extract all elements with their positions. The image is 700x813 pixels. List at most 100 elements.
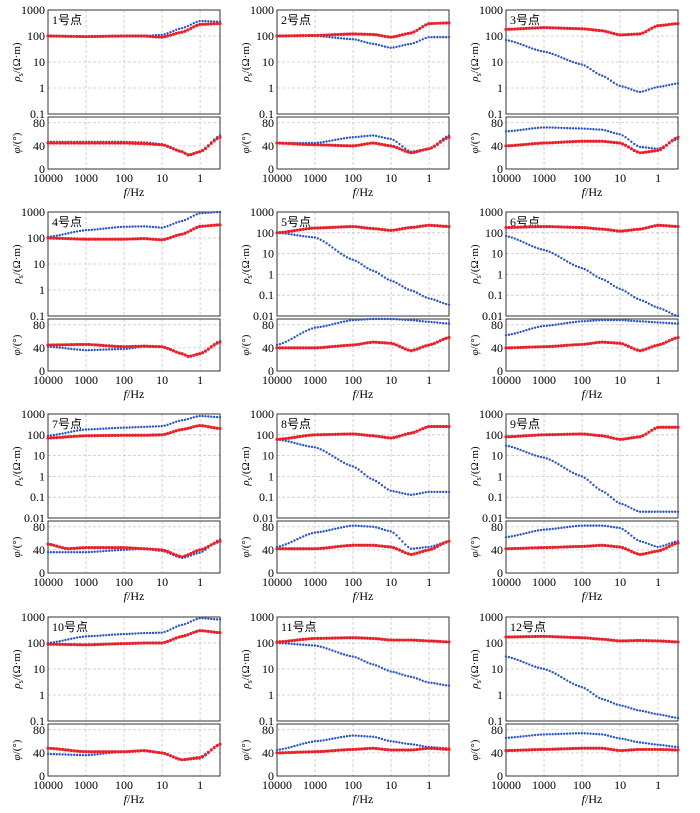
phi-xy-point bbox=[60, 747, 65, 752]
phi-yx-point bbox=[386, 137, 389, 140]
rho-tick-label: 1 bbox=[497, 81, 503, 95]
rho-xy-point bbox=[559, 432, 563, 437]
rho-xy-point bbox=[327, 636, 332, 640]
phi-yx-point bbox=[99, 550, 102, 553]
rho-xy-point bbox=[655, 223, 660, 227]
phi-xy-point bbox=[527, 345, 531, 349]
phi-yx-point bbox=[609, 735, 613, 738]
rho-yx-point bbox=[192, 619, 195, 622]
phi-xy-point bbox=[189, 354, 193, 358]
rho-xy-point bbox=[661, 23, 666, 27]
rho-xy-point bbox=[403, 226, 407, 230]
phi-yx-point bbox=[589, 127, 592, 131]
rho-yx-point bbox=[418, 39, 422, 42]
rho-yx-point bbox=[189, 417, 193, 420]
phi-xy-point bbox=[107, 344, 111, 348]
phi-yx-point bbox=[198, 551, 201, 555]
phi-yx-point bbox=[313, 531, 317, 534]
rho-xy-point bbox=[661, 425, 666, 429]
phi-xy-point bbox=[145, 547, 149, 551]
phi-yx-point bbox=[284, 543, 287, 546]
phi-yx-point bbox=[554, 126, 557, 129]
rho-yx-point bbox=[641, 709, 645, 713]
phi-xy-point bbox=[559, 747, 563, 751]
rho-yx-point bbox=[539, 455, 543, 459]
rho-xy-point bbox=[298, 34, 302, 38]
phi-xy-point bbox=[313, 143, 317, 147]
phi-xy-point bbox=[177, 554, 181, 558]
rho-xy-point bbox=[653, 224, 657, 228]
phi-xy-point bbox=[597, 340, 601, 344]
rho-xy-point bbox=[49, 34, 53, 38]
phi-xy-point bbox=[322, 546, 326, 550]
rho-xy-point bbox=[69, 434, 73, 439]
rho-yx-point bbox=[328, 244, 331, 247]
rho-yx-point bbox=[128, 632, 131, 636]
phi-xy-point bbox=[545, 747, 549, 751]
rho-tick-label: 1000 bbox=[250, 610, 274, 624]
phi-yx-point bbox=[64, 753, 67, 756]
x-tick-label: 1 bbox=[655, 171, 661, 185]
rho-yx-point bbox=[192, 22, 195, 25]
rho-yx-point bbox=[421, 491, 424, 495]
rho-yx-point bbox=[668, 510, 671, 513]
rho-xy-point bbox=[316, 226, 320, 230]
phi-yx-point bbox=[650, 742, 653, 746]
rho-yx-point bbox=[430, 681, 433, 685]
phi-xy-point bbox=[559, 344, 563, 348]
x-axis-label: f/Hz bbox=[124, 387, 145, 401]
phi-xy-point bbox=[621, 546, 625, 550]
rho-yx-point bbox=[595, 71, 598, 75]
rho-xy-point bbox=[545, 634, 549, 639]
rho-xy-point bbox=[298, 228, 302, 232]
phi-xy-point bbox=[84, 141, 88, 145]
phi-yx-point bbox=[621, 527, 624, 531]
phi-xy-point bbox=[104, 750, 108, 754]
rho-xy-point bbox=[304, 637, 308, 641]
phi-xy-point bbox=[142, 141, 146, 146]
phi-xy-point bbox=[432, 746, 437, 751]
phi-yx-point bbox=[310, 327, 314, 330]
phi-yx-point bbox=[673, 745, 677, 749]
rho-xy-point bbox=[670, 640, 674, 644]
rho-xy-point bbox=[418, 26, 422, 31]
rho-xy-point bbox=[322, 433, 326, 437]
rho-yx-point bbox=[647, 510, 651, 513]
phi-xy-point bbox=[139, 344, 143, 348]
phi-xy-point bbox=[206, 347, 210, 351]
rho-xy-point bbox=[142, 433, 146, 437]
rho-yx-point bbox=[313, 644, 317, 647]
rho-yx-point bbox=[656, 85, 659, 89]
rho-xy-point bbox=[394, 638, 399, 642]
phi-xy-point bbox=[571, 343, 575, 347]
phi-xy-point bbox=[281, 141, 285, 145]
rho-xy-point bbox=[389, 436, 393, 440]
phi-yx-point bbox=[603, 733, 607, 737]
rho-yx-point bbox=[374, 270, 378, 274]
phi-yx-point bbox=[580, 732, 583, 735]
rho-xy-point bbox=[98, 433, 103, 438]
rho-xy-point bbox=[568, 26, 572, 31]
rho-yx-point bbox=[571, 682, 575, 685]
phi-xy-point bbox=[206, 144, 210, 148]
phi-yx-point bbox=[383, 317, 387, 321]
phi-yx-point bbox=[281, 341, 285, 345]
rho-xy-point bbox=[403, 32, 407, 36]
rho-yx-point bbox=[676, 716, 680, 720]
rho-xy-point bbox=[618, 437, 622, 441]
rho-xy-point bbox=[409, 638, 413, 642]
phi-xy-point bbox=[412, 150, 416, 154]
phi-yx-point bbox=[316, 531, 320, 534]
phi-xy-point bbox=[441, 337, 445, 341]
rho-xy-point bbox=[383, 228, 387, 232]
phi-xy-point bbox=[571, 746, 575, 751]
rho-xy-point bbox=[354, 225, 358, 229]
rho-yx-point bbox=[536, 247, 540, 250]
phi-xy-point bbox=[530, 345, 534, 349]
rho-yx-point bbox=[630, 507, 633, 510]
rho-xy-point bbox=[621, 33, 625, 37]
phi-yx-point bbox=[67, 753, 70, 756]
x-tick-label: 10 bbox=[156, 778, 168, 792]
rho-yx-point bbox=[354, 38, 357, 41]
rho-xy-point bbox=[629, 228, 633, 232]
